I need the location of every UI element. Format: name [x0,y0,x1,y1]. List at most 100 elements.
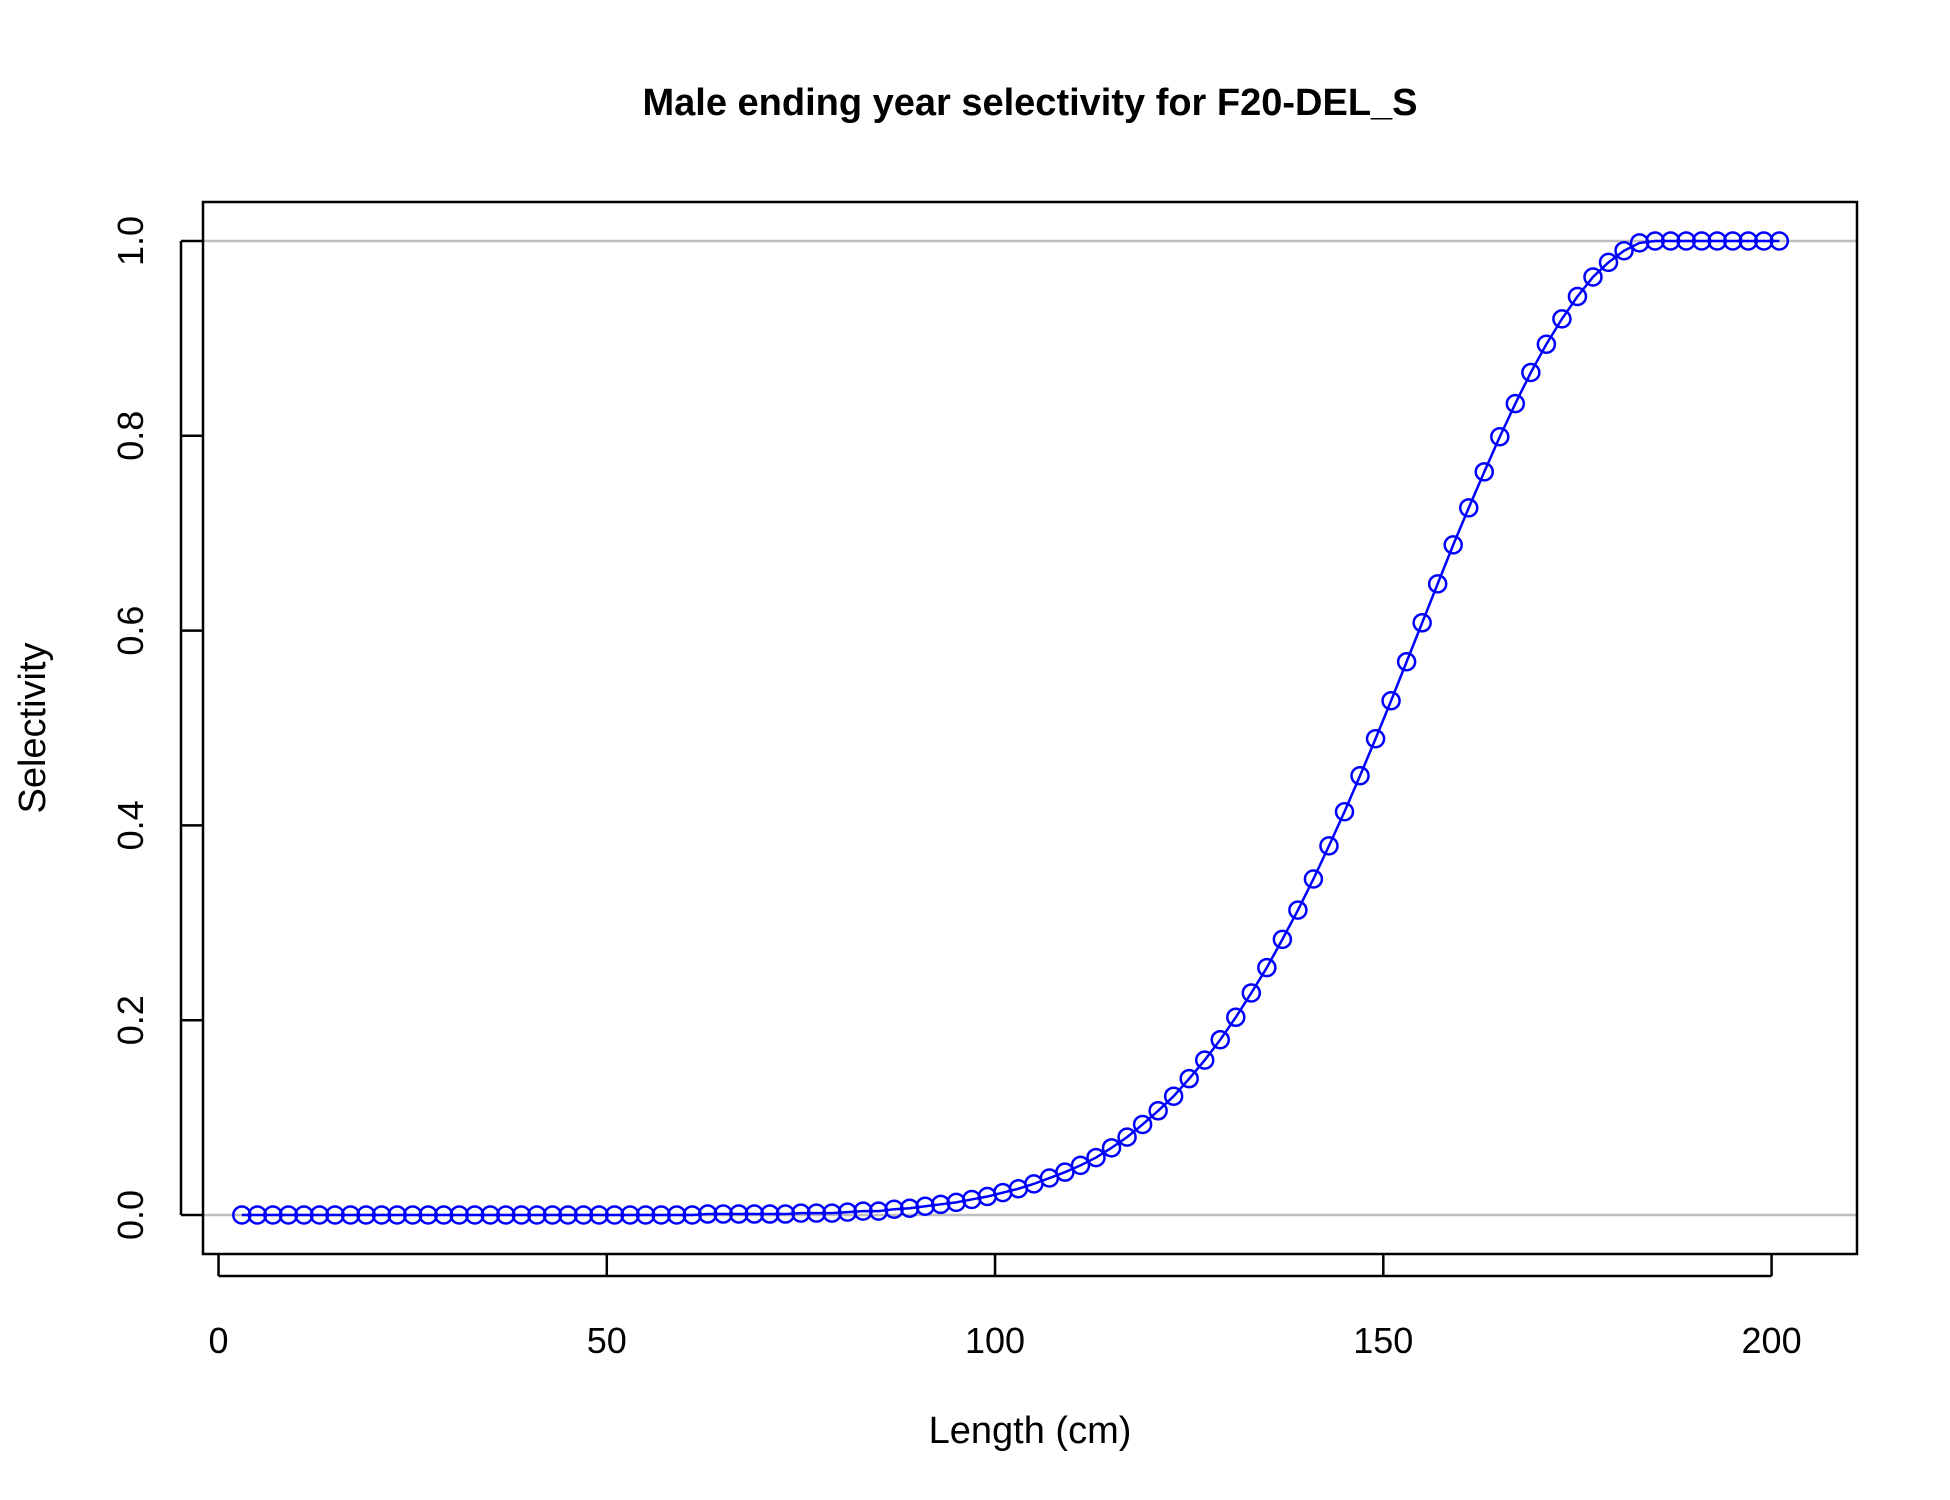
data-point [465,1205,485,1225]
data-point [1210,1029,1230,1050]
data-point [1148,1101,1168,1121]
data-point [371,1205,392,1225]
y-tick-label: 0.6 [110,606,151,656]
data-point [713,1204,734,1224]
data-point [1598,252,1619,273]
data-point [729,1204,749,1224]
x-tick-label: 100 [965,1320,1025,1361]
x-tick-label: 0 [209,1320,229,1361]
data-point [1241,983,1262,1003]
data-point [449,1205,469,1225]
data-point [1458,498,1479,518]
data-point [1754,231,1774,251]
data-point [635,1205,656,1225]
data-point [387,1205,407,1225]
data-point [791,1203,811,1223]
data-point [1086,1147,1106,1168]
data-point [496,1205,516,1225]
data-point [232,1205,252,1225]
y-axis: 0.0 0.2 0.4 0.6 0.8 1.0 [110,216,203,1240]
data-point [806,1203,827,1223]
data-point [1070,1155,1091,1176]
data-point [1552,309,1572,329]
data-point [1738,231,1759,251]
data-point [682,1205,702,1225]
data-point [1226,1007,1246,1028]
reference-lines [203,239,1857,1217]
data-point [775,1204,796,1224]
data-point [604,1205,625,1225]
data-point [1350,765,1370,786]
data-point [1334,802,1355,822]
x-tick-label: 200 [1742,1320,1802,1361]
data-point [666,1205,687,1225]
data-point [1427,574,1448,594]
data-point [1660,231,1681,251]
data-point [697,1204,718,1224]
data-point [1614,240,1634,261]
data-point [1536,334,1557,354]
data-point [744,1204,765,1224]
data-point [1396,652,1417,672]
data-point [418,1205,438,1225]
data-point [1676,231,1696,251]
data-point [1117,1127,1137,1147]
data-point [542,1205,563,1225]
data-point [1521,362,1541,383]
data-point [1163,1086,1184,1106]
data-point [760,1204,780,1224]
data-point [884,1199,904,1219]
data-point [1443,535,1463,555]
data-point [402,1205,423,1225]
data-point [1707,231,1727,251]
data-point [1055,1162,1075,1182]
data-point [1691,231,1712,251]
data-point [1288,900,1308,920]
data-point [822,1203,842,1223]
series-line [241,239,1780,1217]
data-point [433,1205,454,1225]
data-point [853,1201,873,1221]
data-point [1132,1114,1153,1135]
data-point [1101,1138,1122,1158]
data-point [1257,957,1277,978]
data-point [1381,690,1401,711]
data-point [837,1202,858,1222]
data-point [1194,1050,1215,1070]
data-point [1319,836,1339,856]
data-point [1490,427,1510,447]
x-axis: 0 50 100 150 200 [209,1254,1802,1361]
y-tick-label: 0.2 [110,995,151,1045]
data-point [1505,393,1526,414]
data-point [1567,286,1588,307]
x-tick-label: 150 [1353,1320,1413,1361]
data-point [356,1205,376,1225]
data-point [278,1205,299,1225]
data-point [1474,462,1495,482]
plot-frame [201,200,1859,1256]
data-point [325,1205,345,1225]
data-point [340,1205,361,1225]
x-axis-label: Length (cm) [929,1410,1132,1452]
data-point [1412,613,1432,633]
data-point [573,1205,594,1225]
data-point [1365,728,1386,749]
data-point [558,1205,578,1225]
data-point [527,1205,547,1225]
data-point [294,1205,314,1225]
y-tick-label: 0.4 [110,800,151,850]
x-tick-label: 50 [587,1320,627,1361]
series-selectivity [232,231,1790,1225]
data-point [511,1205,532,1225]
data-point [1723,231,1743,251]
y-axis-label: Selectivity [12,642,54,813]
data-point [1272,929,1293,950]
data-point [1179,1068,1199,1089]
data-point [480,1205,501,1225]
data-point [1303,869,1324,889]
data-point [309,1205,330,1225]
data-point [589,1205,609,1225]
data-point [1583,267,1603,287]
data-point [1769,231,1790,251]
data-point [620,1205,640,1225]
